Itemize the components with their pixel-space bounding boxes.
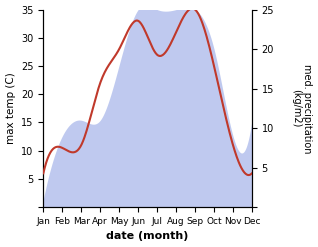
X-axis label: date (month): date (month) [107, 231, 189, 242]
Y-axis label: med. precipitation
(kg/m2): med. precipitation (kg/m2) [291, 64, 313, 153]
Y-axis label: max temp (C): max temp (C) [5, 72, 16, 144]
